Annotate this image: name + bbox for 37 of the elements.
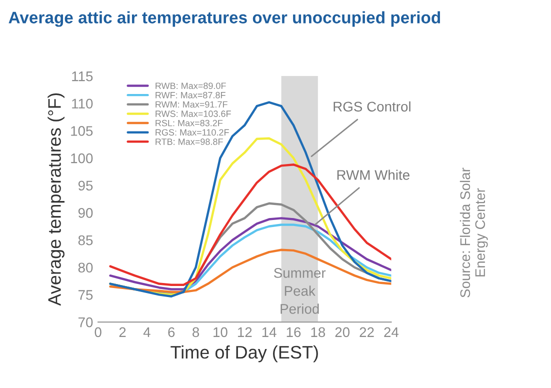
x-tick-label: 22 [360,327,374,337]
x-tick-label: 4 [143,327,150,337]
x-tick-label: 14 [262,327,276,337]
source-note: Source: Florida Solar Energy Center [460,168,488,298]
y-tick-label: 100 [71,153,93,164]
legend-label: RWF: Max=87.8F [156,92,226,98]
annotation: RWM White [337,170,410,180]
y-tick-label: 115 [72,72,93,82]
annotation: RGS Control [334,101,410,112]
x-tick-label: 18 [311,327,326,338]
legend-label: RTB: Max=98.8F [156,138,223,145]
x-tick-label: 20 [335,327,350,338]
x-tick-label: 8 [192,327,200,338]
x-tick-label: 12 [238,327,252,337]
legend-label: RWM: Max=91.7F [156,101,228,108]
y-tick-label: 110 [72,98,93,109]
x-tick-label: 2 [119,327,126,337]
y-tick-label: 90 [78,208,93,218]
y-tick-label: 95 [78,180,93,191]
x-tick-label: 24 [384,327,399,337]
y-tick-label: 70 [78,317,93,328]
x-tick-label: 10 [214,327,228,338]
legend-label: RGS: Max=110.2F [156,129,229,136]
y-tick-label: 85 [78,235,93,246]
legend-label: RSL: Max=83.2F [156,120,223,126]
legend-label: RWS: Max=103.6F [156,110,231,117]
y-axis-title: Average temperatures (°F) [48,93,64,306]
y-tick-label: 80 [78,262,93,273]
y-tick-label: 75 [78,290,93,300]
x-axis-title: Time of Day (EST) [170,345,318,362]
chart-title: Average attic air temperatures over unoccupied period [8,11,440,27]
x-tick-label: 0 [94,327,102,338]
x-tick-label: 16 [286,327,301,338]
y-tick-label: 105 [71,126,93,136]
legend-label: RWB: Max=89.0F [156,82,226,89]
x-tick-label: 6 [168,327,175,338]
band-label: Summer Peak Period [274,268,326,314]
